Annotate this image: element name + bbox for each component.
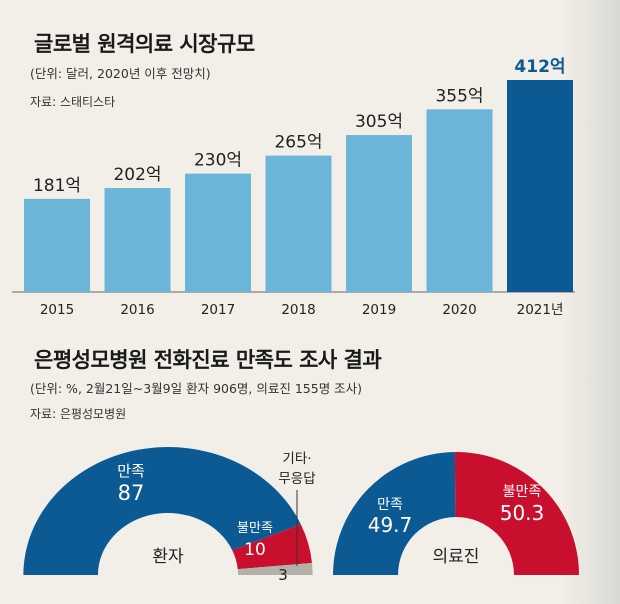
donut-chart-source: 자료: 은평성모병원 (30, 407, 127, 421)
staff-center-label: 의료진 (433, 547, 480, 567)
donut-chart-title: 은평성모병원 전화진료 만족도 조사 결과 (34, 348, 382, 372)
staff-dissatisfied-value: 50.3 (500, 501, 545, 525)
patient-dissatisfied-label: 불만족 (237, 521, 273, 536)
staff-satisfied-label: 만족 (377, 497, 403, 513)
data-label-2019: 305억 (355, 112, 403, 132)
staff-slice-1 (454, 452, 579, 575)
x-tick-label-2016: 2016 (120, 302, 154, 318)
patient-satisfied-label: 만족 (117, 462, 145, 480)
staff-dissatisfied-label: 불만족 (503, 484, 542, 500)
staff-slice-0 (333, 452, 456, 575)
patient-other-label-line: 기타· (282, 451, 311, 467)
donut-chart-subtitle: (단위: %, 2월21일~3월9일 환자 906명, 의료진 155명 조사) (30, 381, 363, 396)
x-tick-label-2019: 2019 (362, 302, 396, 318)
patient-slice-1 (232, 524, 312, 570)
bar-2016 (104, 188, 171, 292)
x-tick-label-2015: 2015 (40, 302, 74, 318)
data-label-2015: 181억 (33, 176, 81, 196)
data-label-2016: 202억 (113, 165, 161, 185)
patient-donut (23, 447, 313, 575)
x-tick-label-2020: 2020 (442, 302, 476, 318)
data-label-2017: 230억 (194, 151, 242, 171)
patient-slice-2 (237, 562, 313, 575)
patient-other-label: 기타· 무응답 (278, 451, 315, 487)
x-tick-label-2018: 2018 (281, 302, 315, 318)
bar-2015 (24, 198, 90, 292)
bar-2017 (185, 173, 251, 292)
data-label-2021년: 412억 (514, 57, 565, 77)
x-tick-label-2017: 2017 (201, 302, 235, 318)
staff-satisfied-value: 49.7 (368, 513, 413, 537)
x-tick-label-2021년: 2021년 (517, 302, 564, 318)
data-label-2020: 355억 (435, 86, 483, 106)
bar-2021년 (507, 80, 573, 292)
patient-other-label-line: 무응답 (278, 471, 315, 487)
bar-chart-subtitle: (단위: 달러, 2020년 이후 전망치) (30, 66, 211, 81)
patient-dissatisfied-value: 10 (244, 540, 266, 560)
bar-chart-source: 자료: 스태티스타 (30, 95, 116, 109)
data-label-2018: 265억 (274, 133, 322, 153)
bar-2020 (426, 109, 493, 292)
bar-2018 (265, 155, 332, 292)
patient-slice-0 (23, 447, 301, 575)
bar-chart-title: 글로벌 원격의료 시장규모 (34, 32, 255, 56)
patient-center-label: 환자 (152, 547, 184, 567)
patient-satisfied-value: 87 (118, 481, 145, 505)
patient-other-value: 3 (278, 566, 288, 584)
bar-2019 (346, 135, 412, 292)
